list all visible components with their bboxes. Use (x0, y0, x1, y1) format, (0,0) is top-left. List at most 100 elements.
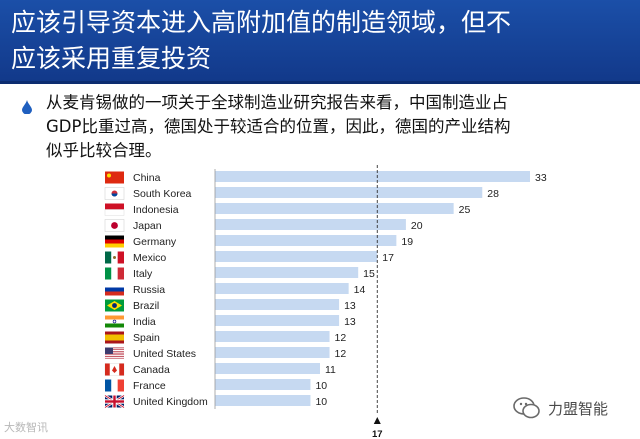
value-label: 12 (335, 332, 347, 344)
flag-band (105, 315, 124, 320)
flag-band-right (119, 363, 124, 376)
flag-italy-icon (105, 267, 124, 280)
bullet-line-2: GDP比重过高，德国处于较适合的位置，因此，德国的产业结构 (46, 117, 511, 136)
bar (215, 267, 359, 278)
chart-row: France 10 (105, 379, 327, 392)
category-label: Italy (133, 268, 153, 280)
flag-united-states-icon (105, 347, 124, 360)
flag-band (105, 251, 112, 264)
watermark-left: 大数智讯 (4, 421, 48, 434)
chart-row: South Korea 28 (104, 187, 499, 200)
flag-spain-icon (105, 331, 124, 344)
flag-globe (112, 303, 117, 308)
flag-field (105, 171, 124, 184)
wechat-watermark-icon (513, 397, 540, 419)
flag-indonesia-icon (104, 203, 125, 216)
value-label: 13 (344, 300, 356, 312)
flag-stripe (105, 357, 124, 359)
category-label: United Kingdom (133, 396, 208, 408)
value-label: 10 (315, 380, 327, 392)
flag-china-icon (105, 171, 124, 184)
flag-band-top (105, 203, 124, 210)
value-label: 13 (344, 316, 356, 328)
category-label: Canada (133, 364, 170, 376)
category-label: Indonesia (133, 204, 179, 216)
bullet-line-1: 从麦肯锡做的一项关于全球制造业研究报告来看，中国制造业占 (46, 93, 508, 112)
flag-south-korea-icon (104, 187, 125, 200)
chart-row: Japan 20 (104, 219, 423, 232)
flag-stripe (105, 348, 124, 350)
flag-germany-icon (105, 235, 124, 248)
bar (215, 331, 330, 342)
value-label: 33 (535, 172, 547, 184)
flag-stripe (105, 354, 124, 356)
flag-stripe (105, 356, 124, 358)
bar (215, 219, 406, 230)
chart-row: Germany 19 (105, 235, 413, 248)
flag-band (117, 379, 124, 392)
flag-canada-icon (104, 363, 125, 376)
slide-title-line-1: 应该引导资本进入高附加值的制造领域，但不 (11, 8, 512, 37)
bar (215, 363, 320, 374)
value-label: 20 (411, 220, 423, 232)
category-label: China (133, 172, 161, 184)
flag-band (117, 267, 124, 280)
value-label: 14 (354, 284, 366, 296)
flag-india-icon (105, 315, 124, 328)
flag-emblem (113, 256, 116, 259)
value-label: 25 (459, 204, 471, 216)
flag-band (105, 239, 124, 244)
flag-band (117, 251, 124, 264)
flag-stripe (105, 355, 124, 357)
category-label: Brazil (133, 300, 159, 312)
flag-band (105, 243, 124, 248)
flag-stripe (105, 350, 124, 351)
category-label: Russia (133, 284, 165, 296)
flag-leaf (112, 366, 117, 373)
chart-row: Spain 12 (105, 331, 346, 344)
flag-canton (105, 347, 113, 354)
flag-stripe (105, 351, 124, 353)
category-label: Japan (133, 220, 162, 232)
flag-japan-icon (104, 219, 125, 232)
category-label: United States (133, 348, 196, 360)
flag-band (105, 291, 124, 296)
value-label: 12 (335, 348, 347, 360)
chart-row: Mexico 17 (105, 251, 394, 264)
flag-band (105, 287, 124, 292)
chart-row: India 13 (105, 315, 356, 328)
bar (215, 395, 311, 406)
value-label: 17 (382, 252, 394, 264)
flag-band (105, 235, 124, 240)
reference-label: 17 (372, 429, 383, 439)
flag-band (105, 379, 112, 392)
bar (215, 235, 397, 246)
bar (215, 347, 330, 358)
bar (215, 283, 349, 294)
bullet-line-3: 似乎比较合理。 (46, 141, 162, 160)
bar (215, 251, 378, 262)
bar (215, 171, 530, 182)
category-label: Mexico (133, 252, 166, 264)
chart-row: China 33 (105, 171, 547, 184)
flag-stripe (105, 356, 124, 357)
flag-stripe (105, 347, 124, 349)
category-label: Germany (133, 236, 177, 248)
flag-united-kingdom-icon (104, 394, 125, 409)
flag-stripe (105, 358, 124, 360)
chart-row: Russia 14 (105, 283, 365, 296)
flag-band (111, 267, 118, 280)
flag-band-bottom (104, 209, 125, 216)
chart-row: United Kingdom 10 (104, 394, 327, 409)
flag-brazil-icon (105, 299, 124, 312)
flag-band (111, 379, 118, 392)
flag-wheel (112, 319, 117, 324)
flag-band-left (105, 363, 110, 376)
value-label: 19 (401, 236, 413, 248)
flag-band (105, 267, 112, 280)
title-bar: 应该引导资本进入高附加值的制造领域，但不 应该采用重复投资 (0, 0, 640, 84)
flag-stripe (105, 349, 124, 351)
flag-band (105, 323, 124, 328)
value-label: 10 (315, 396, 327, 408)
watermark-right: 力盟智能 (548, 400, 609, 418)
